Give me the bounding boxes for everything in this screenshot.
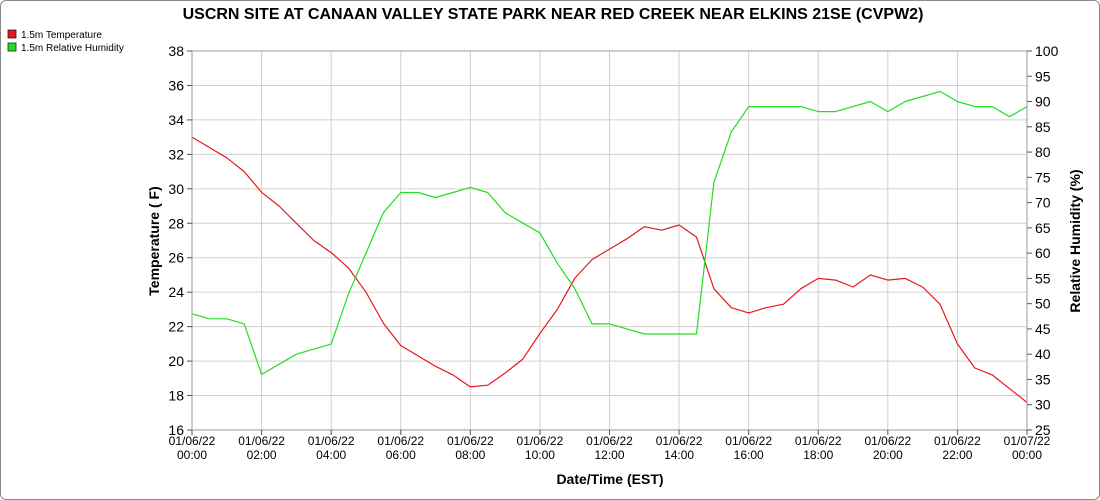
- y-right-tick-label: 60: [1035, 245, 1051, 261]
- y-axis-right-label: Relative Humidity (%): [1067, 169, 1083, 312]
- y-axis-left-label: Temperature ( F): [146, 186, 162, 295]
- x-tick-date: 01/06/22: [517, 434, 564, 448]
- y-right-tick-label: 55: [1035, 270, 1051, 286]
- legend-label-temperature: 1.5m Temperature: [21, 30, 102, 41]
- x-tick-time: 00:00: [177, 448, 207, 462]
- x-tick-time: 16:00: [734, 448, 764, 462]
- y-right-tick-label: 75: [1035, 169, 1051, 185]
- y-right-tick-label: 45: [1035, 321, 1051, 337]
- x-tick-date: 01/06/22: [238, 434, 285, 448]
- x-tick-date: 01/06/22: [169, 434, 216, 448]
- y-left-tick-label: 16: [168, 422, 184, 438]
- y-left-tick-label: 26: [168, 250, 184, 266]
- y-left-tick-label: 18: [168, 388, 184, 404]
- x-tick-date: 01/06/22: [586, 434, 633, 448]
- y-left-tick-label: 38: [168, 43, 184, 59]
- x-tick-date: 01/06/22: [934, 434, 981, 448]
- y-axis-left-ticks: 16 18 20 22 24 26 28 30 32 34 36 38: [168, 43, 192, 438]
- chart-title: USCRN SITE AT CANAAN VALLEY STATE PARK N…: [183, 6, 924, 23]
- x-tick-date: 01/06/22: [447, 434, 494, 448]
- x-tick-time: 02:00: [247, 448, 277, 462]
- x-axis-label: Date/Time (EST): [556, 471, 663, 487]
- legend-label-humidity: 1.5m Relative Humidity: [21, 43, 124, 54]
- y-axis-right-ticks: 25 30 35 40 45 50 55 60 65 70 75 80 85 90 95 100: [1027, 43, 1059, 438]
- gridlines: [191, 50, 1028, 431]
- y-right-tick-label: 40: [1035, 346, 1051, 362]
- y-right-tick-label: 80: [1035, 144, 1051, 160]
- y-right-tick-label: 95: [1035, 68, 1051, 84]
- y-right-tick-label: 35: [1035, 371, 1051, 387]
- y-left-tick-label: 32: [168, 146, 184, 162]
- x-axis-ticks: 01/06/2200:0001/06/2202:0001/06/2204:000…: [169, 430, 1051, 462]
- x-tick-date: 01/06/22: [725, 434, 772, 448]
- series-line-temperature: [191, 136, 1028, 403]
- y-right-tick-label: 50: [1035, 296, 1051, 312]
- y-right-tick-label: 70: [1035, 195, 1051, 211]
- legend-swatch-humidity: [7, 42, 17, 52]
- x-tick-date: 01/06/22: [377, 434, 424, 448]
- x-tick-time: 12:00: [594, 448, 624, 462]
- x-tick-time: 08:00: [455, 448, 485, 462]
- y-right-tick-label: 90: [1035, 94, 1051, 110]
- x-tick-time: 18:00: [803, 448, 833, 462]
- x-tick-date: 01/06/22: [795, 434, 842, 448]
- y-left-tick-label: 22: [168, 319, 184, 335]
- x-tick-time: 00:00: [1012, 448, 1042, 462]
- series-line-humidity: [191, 90, 1028, 375]
- x-tick-time: 10:00: [525, 448, 555, 462]
- y-left-tick-label: 34: [168, 112, 184, 128]
- x-tick-time: 14:00: [664, 448, 694, 462]
- x-tick-date: 01/06/22: [864, 434, 911, 448]
- x-tick-date: 01/06/22: [656, 434, 703, 448]
- y-right-tick-label: 100: [1035, 43, 1059, 59]
- y-right-tick-label: 30: [1035, 397, 1051, 413]
- legend-swatch-temperature: [7, 29, 17, 39]
- y-left-tick-label: 30: [168, 181, 184, 197]
- x-tick-time: 06:00: [386, 448, 416, 462]
- y-left-tick-label: 28: [168, 215, 184, 231]
- x-tick-time: 20:00: [873, 448, 903, 462]
- x-tick-time: 04:00: [316, 448, 346, 462]
- x-tick-date: 01/07/22: [1004, 434, 1051, 448]
- y-right-tick-label: 25: [1035, 422, 1051, 438]
- y-left-tick-label: 24: [168, 284, 184, 300]
- y-left-tick-label: 20: [168, 353, 184, 369]
- y-right-tick-label: 65: [1035, 220, 1051, 236]
- series-layer: [191, 90, 1028, 403]
- x-tick-date: 01/06/22: [308, 434, 355, 448]
- x-tick-time: 22:00: [942, 448, 972, 462]
- y-left-tick-label: 36: [168, 77, 184, 93]
- y-right-tick-label: 85: [1035, 119, 1051, 135]
- legend: 1.5m Temperature 1.5m Relative Humidity: [7, 29, 124, 54]
